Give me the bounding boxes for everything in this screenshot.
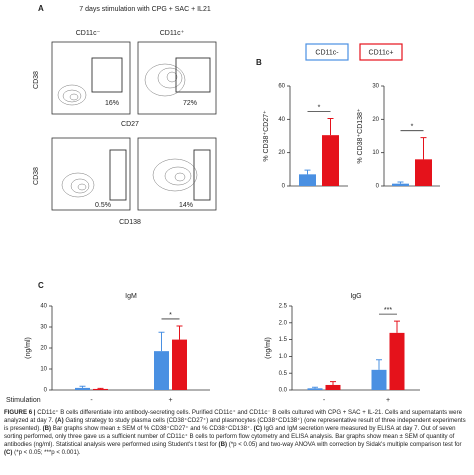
panel-label: A [38, 4, 44, 13]
percentage: 0.5% [95, 202, 111, 209]
caption-text: IgG and IgM secretion were measured by E… [4, 424, 456, 448]
y-tick-label: 10 [40, 367, 47, 373]
caption-text: (C) [4, 448, 13, 456]
legend-label: CD11c+ [369, 49, 394, 56]
legend-box [359, 43, 403, 61]
error-bar [420, 137, 427, 160]
caption-text: (A) [55, 416, 64, 424]
axis [289, 86, 348, 187]
caption-text: Gating strategy to study plasma cells (C… [4, 416, 466, 432]
error-bar [330, 381, 336, 385]
y-tick-label: 20 [278, 150, 285, 156]
bar [322, 135, 339, 186]
error-bar [397, 181, 404, 184]
bar [172, 339, 187, 390]
y-axis-label: (ng/ml) [25, 337, 32, 359]
y-tick-label: 1.0 [279, 354, 288, 360]
bar [154, 351, 169, 390]
y-axis-label: (ng/ml) [265, 337, 272, 359]
error-bar [176, 325, 183, 340]
caption-text: FIGURE 6 | [4, 409, 38, 416]
significance-label: *** [384, 307, 392, 314]
y-tick-label: 2.5 [279, 304, 288, 310]
chart-title: IgG [350, 293, 361, 300]
bar [93, 388, 108, 390]
error-bar [394, 320, 400, 333]
error-bar [158, 331, 165, 352]
bar [325, 384, 341, 390]
y-tick-label: 40 [40, 304, 47, 310]
x-tick-label: - [90, 397, 93, 404]
y-tick-label: 30 [40, 325, 47, 331]
panel-label: C [38, 281, 44, 290]
x-tick-label: - [323, 397, 326, 404]
percentage: 14% [179, 202, 193, 209]
x-axis-label: CD138 [119, 219, 141, 226]
legend: CD11c- CD11c+ [305, 43, 403, 61]
percentage: 72% [183, 100, 197, 107]
panel-title: 7 days stimulation with CPG + SAC + IL21 [79, 6, 211, 13]
percentage: 16% [105, 100, 119, 107]
y-axis-label: % CD38⁺CD27⁺ [263, 110, 270, 162]
column-header: CD11c⁻ [76, 30, 101, 37]
y-tick-label: 1.5 [279, 337, 288, 343]
y-axis-label: % CD38⁺CD138⁺ [357, 108, 364, 164]
bar [307, 388, 323, 390]
error-bar [376, 359, 382, 370]
y-tick-label: 2.0 [279, 320, 288, 326]
chart-title: IgM [125, 293, 137, 300]
y-tick-label: 0.5 [279, 371, 288, 377]
y-tick-label: 20 [372, 117, 379, 123]
error-bar [79, 385, 86, 388]
bar [75, 387, 90, 390]
flow-plots [51, 41, 217, 211]
x-tick-label: + [168, 397, 172, 404]
x-tick-label: + [386, 397, 390, 404]
bar [371, 369, 387, 390]
error-bar [327, 118, 334, 136]
caption-text: (B) [42, 424, 52, 432]
y-axis-label: CD38 [33, 71, 40, 89]
caption-text: (*p < 0.05) and two-way ANOVA with corre… [227, 440, 462, 448]
caption-text: CD11c⁺ B cells differentiate into antibo… [4, 409, 462, 424]
bar [392, 183, 409, 186]
error-bar [312, 386, 318, 389]
significance-label: * [318, 104, 321, 111]
y-tick-label: 10 [372, 150, 379, 156]
caption: FIGURE 6 | CD11c⁺ B cells differentiate … [4, 409, 470, 457]
error-bar [97, 387, 104, 389]
y-tick-label: 60 [278, 84, 285, 90]
y-tick-label: 30 [372, 84, 379, 90]
bar [415, 159, 432, 186]
caption-text: (C) [253, 424, 263, 432]
x-axis-label: CD27 [121, 121, 139, 128]
y-tick-label: 0.0 [279, 388, 288, 394]
y-tick-label: 40 [278, 117, 285, 123]
bar [389, 332, 405, 390]
legend-box [305, 43, 349, 61]
y-tick-label: 0 [376, 184, 380, 190]
caption-text: (B) [218, 440, 228, 448]
figure: A 7 days stimulation with CPG + SAC + IL… [6, 4, 440, 404]
bar [299, 174, 316, 186]
panel-label: B [256, 58, 262, 67]
caption-text: Bar graphs show mean ± SEM of % CD38⁺CD2… [51, 424, 254, 432]
error-bar [304, 169, 311, 175]
significance-label: * [411, 124, 414, 131]
legend-label: CD11c- [315, 49, 339, 56]
y-tick-label: 0 [44, 388, 48, 394]
significance-label: * [169, 312, 172, 319]
y-tick-label: 20 [40, 346, 47, 352]
row-label: Stimulation [6, 397, 41, 404]
y-axis-label: CD38 [33, 167, 40, 185]
column-header: CD11c⁺ [160, 30, 185, 37]
caption-text: (*p < 0.05; ***p < 0.001). [12, 448, 81, 456]
y-tick-label: 0 [282, 184, 286, 190]
